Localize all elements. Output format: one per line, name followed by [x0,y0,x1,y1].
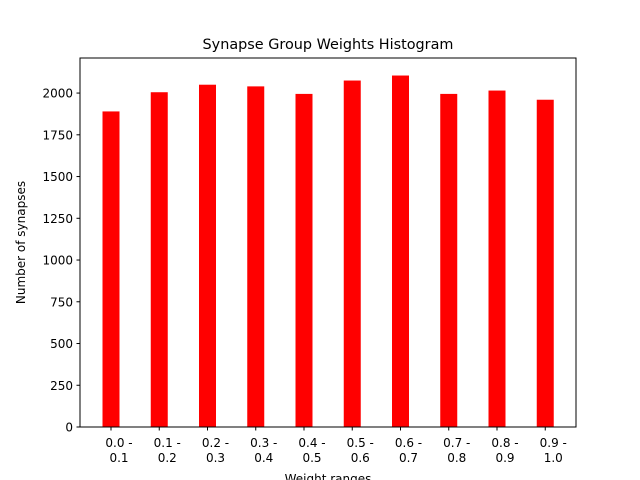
x-tick-label: 0.2 -0.3 [202,436,229,465]
x-tick-label: 0.0 -0.1 [105,436,132,465]
y-tick-label: 1250 [42,212,73,226]
bar [199,84,216,428]
x-tick-label: 0.4 -0.5 [298,436,325,465]
bar [536,99,554,428]
x-tick-label: 0.3 -0.4 [250,436,277,465]
y-tick-label: 750 [50,295,73,309]
x-tick-label: 0.8 -0.9 [491,436,518,465]
chart-title: Synapse Group Weights Histogram [203,37,454,53]
y-tick-label: 0 [65,421,73,435]
bar [150,92,168,427]
x-tick-label: 0.5 -0.6 [347,436,374,465]
bar [488,90,506,427]
bar [440,93,458,428]
y-tick-label: 1750 [42,128,73,142]
bar [343,80,361,427]
y-axis: 0 250 500 750 1000 1250 1500 1750 2000 [42,87,80,435]
y-tick-label: 500 [50,337,73,351]
x-tick-label: 0.1 -0.2 [154,436,181,465]
bars-group [102,75,554,428]
x-tick-label: 0.6 -0.7 [395,436,422,465]
bar [295,93,313,428]
bar [102,111,120,428]
y-axis-title: Number of synapses [14,181,28,304]
x-axis: 0.0 -0.1 0.1 -0.2 0.2 -0.3 0.3 -0.4 0.4 -0.5… [105,427,567,465]
y-tick-label: 250 [50,379,73,393]
y-tick-label: 2000 [42,87,73,101]
bar [392,75,409,427]
x-axis-title: Weight ranges [285,472,372,480]
x-tick-label: 0.7 -0.8 [443,436,470,465]
plot-frame [79,57,577,428]
bar [247,86,265,427]
y-tick-label: 1500 [42,170,73,184]
x-tick-label: 0.9 -1.0 [540,436,567,465]
y-tick-label: 1000 [42,254,73,268]
